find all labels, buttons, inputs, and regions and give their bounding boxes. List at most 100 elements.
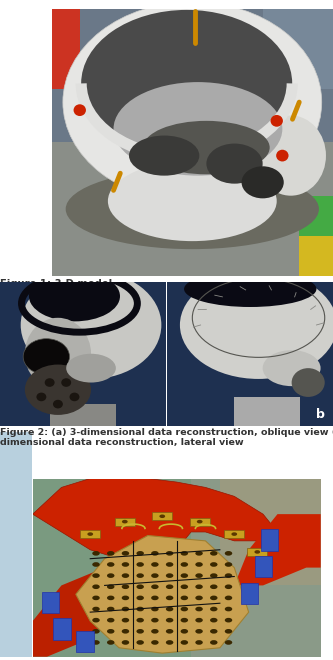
Ellipse shape [114,82,282,176]
Circle shape [122,574,129,578]
Circle shape [210,562,217,567]
Circle shape [92,585,100,589]
Circle shape [137,607,144,611]
Circle shape [180,595,188,600]
Ellipse shape [25,317,91,389]
Ellipse shape [263,350,321,386]
Circle shape [210,551,217,556]
Circle shape [107,607,115,611]
Circle shape [180,629,188,634]
Bar [76,631,94,652]
Ellipse shape [292,368,325,397]
Circle shape [151,640,159,645]
Circle shape [92,595,100,600]
Bar [224,530,244,538]
Circle shape [61,378,71,387]
Circle shape [210,607,217,611]
Circle shape [166,595,173,600]
Ellipse shape [66,354,116,383]
Circle shape [107,640,115,645]
Polygon shape [234,514,321,585]
Bar [261,529,278,550]
Polygon shape [76,535,249,653]
Ellipse shape [256,115,326,196]
Circle shape [151,618,159,622]
Circle shape [151,629,159,634]
Circle shape [122,618,129,622]
Circle shape [53,400,63,409]
Circle shape [225,618,232,622]
Polygon shape [33,478,277,558]
Circle shape [151,551,159,556]
Circle shape [122,629,129,634]
Ellipse shape [23,339,70,375]
Bar [80,530,100,538]
Bar [42,591,59,613]
Circle shape [197,520,202,523]
Bar [263,9,333,88]
Circle shape [70,393,80,401]
Bar [50,404,116,426]
Circle shape [195,607,203,611]
Bar [52,143,333,276]
Circle shape [210,629,217,634]
Circle shape [137,551,144,556]
Polygon shape [33,568,119,657]
Circle shape [210,585,217,589]
Circle shape [45,378,55,387]
Bar [53,618,71,640]
Ellipse shape [184,271,316,307]
Circle shape [166,585,173,589]
Circle shape [231,533,237,536]
Ellipse shape [143,121,270,174]
Circle shape [180,562,188,567]
Circle shape [180,585,188,589]
Ellipse shape [66,169,319,249]
Circle shape [122,640,129,645]
Circle shape [225,585,232,589]
Circle shape [92,562,100,567]
Circle shape [107,595,115,600]
Circle shape [122,551,129,556]
Bar [52,9,333,143]
Circle shape [166,607,173,611]
Circle shape [92,574,100,578]
Text: Figure 1: 3-D model: Figure 1: 3-D model [0,279,112,288]
Circle shape [210,574,217,578]
Circle shape [107,562,115,567]
Circle shape [180,574,188,578]
Ellipse shape [25,364,91,415]
Ellipse shape [81,10,292,157]
Circle shape [225,595,232,600]
Circle shape [137,574,144,578]
Ellipse shape [108,161,277,241]
Bar [115,517,135,526]
Circle shape [195,574,203,578]
Bar [166,282,167,426]
Circle shape [166,640,173,645]
Bar [234,397,300,426]
Bar [0,432,32,657]
Circle shape [87,533,93,536]
Circle shape [195,629,203,634]
Bar [299,236,333,276]
Bar [247,548,267,556]
Circle shape [92,551,100,556]
Circle shape [137,562,144,567]
Circle shape [151,562,159,567]
Circle shape [180,618,188,622]
Circle shape [151,607,159,611]
Circle shape [225,551,232,556]
Circle shape [270,115,283,127]
Text: b: b [316,409,325,421]
Ellipse shape [180,271,333,379]
Circle shape [195,551,203,556]
Ellipse shape [21,271,162,379]
Circle shape [160,515,165,518]
Bar [152,512,172,520]
Circle shape [92,640,100,645]
Ellipse shape [63,2,322,203]
Ellipse shape [129,135,199,176]
Circle shape [210,640,217,645]
Bar [241,583,258,604]
